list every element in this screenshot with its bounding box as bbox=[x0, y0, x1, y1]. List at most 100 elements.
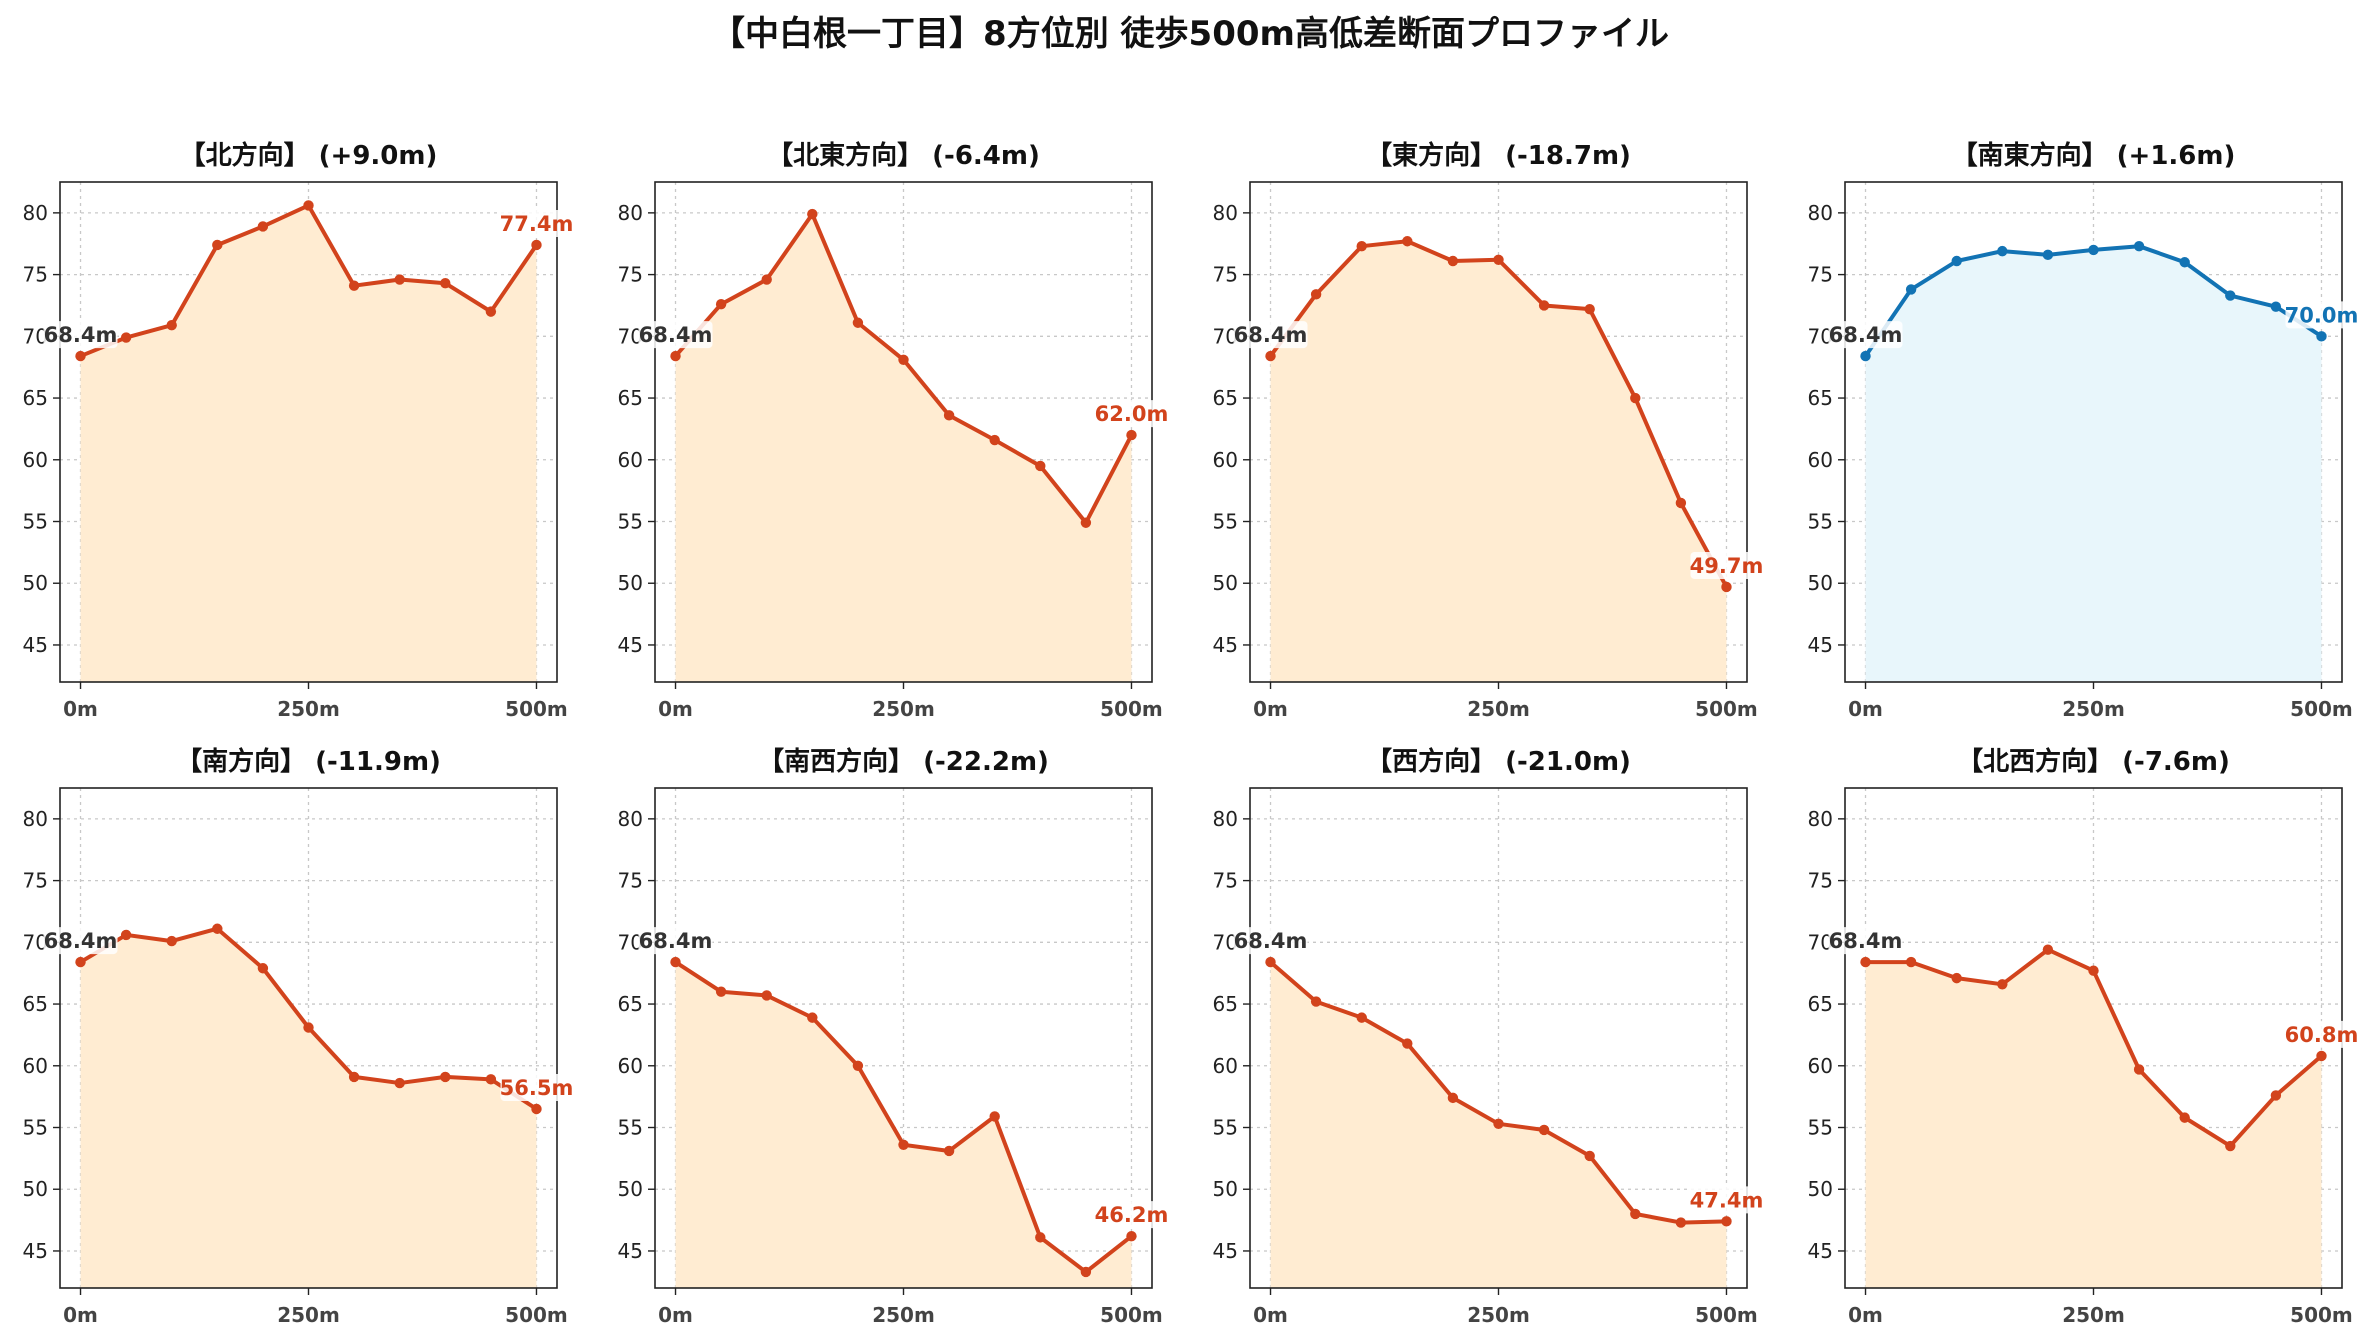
data-point bbox=[2088, 965, 2099, 976]
y-tick-label: 45 bbox=[1808, 1239, 1833, 1263]
y-tick-label: 65 bbox=[1213, 386, 1238, 410]
y-tick-label: 45 bbox=[1213, 633, 1238, 657]
start-label-bg bbox=[43, 321, 118, 349]
y-tick-label: 55 bbox=[618, 510, 643, 534]
y-tick-label: 75 bbox=[618, 869, 643, 893]
data-point bbox=[2316, 1050, 2327, 1062]
start-elevation-label: 68.4m bbox=[1234, 323, 1308, 347]
elevation-area bbox=[1270, 241, 1727, 682]
y-tick-label: 55 bbox=[1213, 1116, 1238, 1140]
data-point bbox=[1951, 972, 1962, 984]
data-point bbox=[1035, 460, 1046, 472]
y-tick-label: 55 bbox=[1808, 510, 1833, 534]
figure-title: 【中白根一丁目】8方位別 徒歩500m高低差断面プロファイル bbox=[711, 14, 1669, 54]
start-label-bg bbox=[43, 927, 118, 955]
y-tick-label: 45 bbox=[618, 633, 643, 657]
data-point bbox=[212, 239, 223, 251]
data-point bbox=[1951, 255, 1962, 267]
end-label-bg bbox=[2285, 1020, 2358, 1048]
panel-title: 【北方向】 (+9.0m) bbox=[180, 140, 438, 171]
data-point bbox=[1265, 350, 1276, 362]
data-point bbox=[166, 320, 177, 331]
end-elevation-label: 62.0m bbox=[1095, 402, 1169, 426]
data-point bbox=[1721, 1216, 1732, 1227]
data-point bbox=[485, 1074, 497, 1085]
data-point bbox=[531, 239, 542, 251]
y-tick-label: 60 bbox=[23, 448, 48, 472]
start-label-bg bbox=[1828, 321, 1903, 349]
data-point bbox=[1265, 956, 1276, 968]
y-tick-label: 60 bbox=[1808, 448, 1833, 472]
y-tick-label: 75 bbox=[618, 263, 643, 287]
start-elevation-label: 68.4m bbox=[44, 323, 118, 347]
data-point bbox=[1905, 284, 1917, 295]
start-elevation-label: 68.4m bbox=[1829, 323, 1903, 347]
data-point bbox=[2042, 249, 2054, 261]
y-tick-label: 50 bbox=[1808, 571, 1833, 595]
data-point bbox=[852, 317, 864, 328]
data-point bbox=[440, 278, 451, 289]
data-point bbox=[1630, 1208, 1641, 1220]
data-point bbox=[348, 280, 360, 291]
y-tick-label: 75 bbox=[1213, 869, 1238, 893]
grid-lines bbox=[655, 788, 1152, 1288]
y-tick-label: 65 bbox=[618, 992, 643, 1016]
x-tick-label: 500m bbox=[505, 697, 568, 721]
end-elevation-label: 60.8m bbox=[2285, 1023, 2359, 1047]
data-point bbox=[120, 332, 132, 343]
data-point bbox=[303, 1022, 314, 1033]
data-point bbox=[1126, 429, 1137, 441]
x-tick-label: 0m bbox=[1848, 697, 1883, 721]
elevation-area bbox=[675, 214, 1132, 683]
data-point bbox=[989, 434, 1000, 446]
end-label-bg bbox=[1095, 400, 1168, 428]
start-label-bg bbox=[638, 927, 713, 955]
data-point bbox=[1997, 979, 2008, 990]
x-tick-label: 500m bbox=[505, 1303, 568, 1327]
y-tick-label: 55 bbox=[618, 1116, 643, 1140]
y-tick-label: 75 bbox=[1213, 263, 1238, 287]
data-point bbox=[257, 221, 269, 232]
data-point bbox=[2088, 244, 2099, 256]
data-point bbox=[1080, 1266, 1092, 1278]
data-point bbox=[1447, 1092, 1459, 1104]
x-tick-label: 250m bbox=[872, 1303, 935, 1327]
elevation-area bbox=[1865, 246, 2322, 683]
data-point bbox=[303, 200, 314, 211]
elevation-area bbox=[80, 928, 537, 1288]
panel-title: 【南方向】 (-11.9m) bbox=[176, 746, 441, 777]
x-tick-label: 250m bbox=[1467, 1303, 1530, 1327]
start-label-bg bbox=[1828, 927, 1903, 955]
y-tick-label: 50 bbox=[1808, 1177, 1833, 1201]
data-point bbox=[2133, 240, 2145, 252]
x-tick-label: 500m bbox=[1695, 1303, 1758, 1327]
data-point bbox=[1402, 236, 1413, 247]
x-tick-label: 0m bbox=[1253, 1303, 1288, 1327]
end-elevation-label: 47.4m bbox=[1690, 1188, 1764, 1212]
y-tick-label: 50 bbox=[23, 571, 48, 595]
elevation-area bbox=[1865, 949, 2322, 1288]
data-point bbox=[166, 935, 177, 947]
y-tick-label: 60 bbox=[618, 1054, 643, 1078]
data-point bbox=[2270, 301, 2282, 312]
x-tick-label: 250m bbox=[277, 1303, 340, 1327]
data-point bbox=[1584, 1150, 1595, 1162]
data-point bbox=[2270, 1090, 2282, 1101]
y-tick-label: 75 bbox=[1808, 263, 1833, 287]
y-tick-label: 60 bbox=[618, 448, 643, 472]
data-point bbox=[212, 923, 223, 934]
data-point bbox=[943, 1145, 955, 1157]
data-point bbox=[761, 274, 772, 285]
data-point bbox=[943, 410, 955, 421]
y-tick-label: 65 bbox=[618, 386, 643, 410]
end-elevation-label: 56.5m bbox=[500, 1076, 574, 1100]
start-label-bg bbox=[638, 321, 713, 349]
y-tick-label: 65 bbox=[23, 992, 48, 1016]
x-tick-label: 0m bbox=[658, 1303, 693, 1327]
end-label-bg bbox=[500, 209, 573, 237]
data-point bbox=[715, 299, 727, 310]
